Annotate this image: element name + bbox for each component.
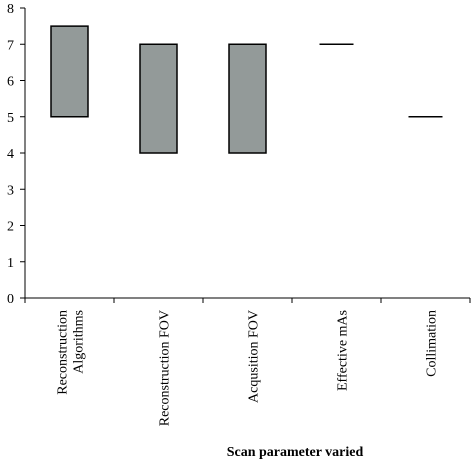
y-axis: 0 1 2 3 4 5 6 7 8 — [7, 2, 25, 307]
y-tick-label: 4 — [7, 147, 14, 162]
y-tick-label: 1 — [7, 256, 14, 271]
x-axis: Reconstruction Algorithms Reconstruction F… — [24, 298, 471, 426]
y-tick-label: 2 — [7, 220, 14, 235]
x-category-label: Reconstruction Algorithms — [56, 310, 87, 395]
x-category-label-line: Algorithms — [72, 310, 87, 374]
x-category-label: Effective mAs — [336, 310, 351, 391]
y-tick-label: 3 — [7, 183, 14, 198]
y-tick-label: 8 — [7, 2, 14, 17]
x-category-label: Acqusition FOV — [247, 310, 262, 403]
range-bar — [50, 25, 89, 118]
range-bar — [228, 43, 267, 154]
x-category-label-line: Acqusition FOV — [247, 310, 262, 403]
range-bar — [139, 43, 178, 154]
x-category-label: Collimation — [425, 310, 440, 377]
x-category-label: Reconstruction FOV — [158, 310, 173, 426]
y-tick-label: 6 — [7, 75, 14, 90]
y-tick-label: 0 — [7, 292, 14, 307]
x-category-label-line: Reconstruction FOV — [158, 310, 173, 426]
x-category-label-line: Collimation — [425, 310, 440, 377]
x-category-label-line: Reconstruction — [56, 310, 71, 395]
y-tick-label: 7 — [7, 38, 14, 53]
bar-series — [50, 25, 443, 154]
x-category-label-line: Effective mAs — [336, 310, 351, 391]
y-tick-label: 5 — [7, 111, 14, 126]
x-axis-title: Scan parameter varied — [227, 445, 364, 460]
